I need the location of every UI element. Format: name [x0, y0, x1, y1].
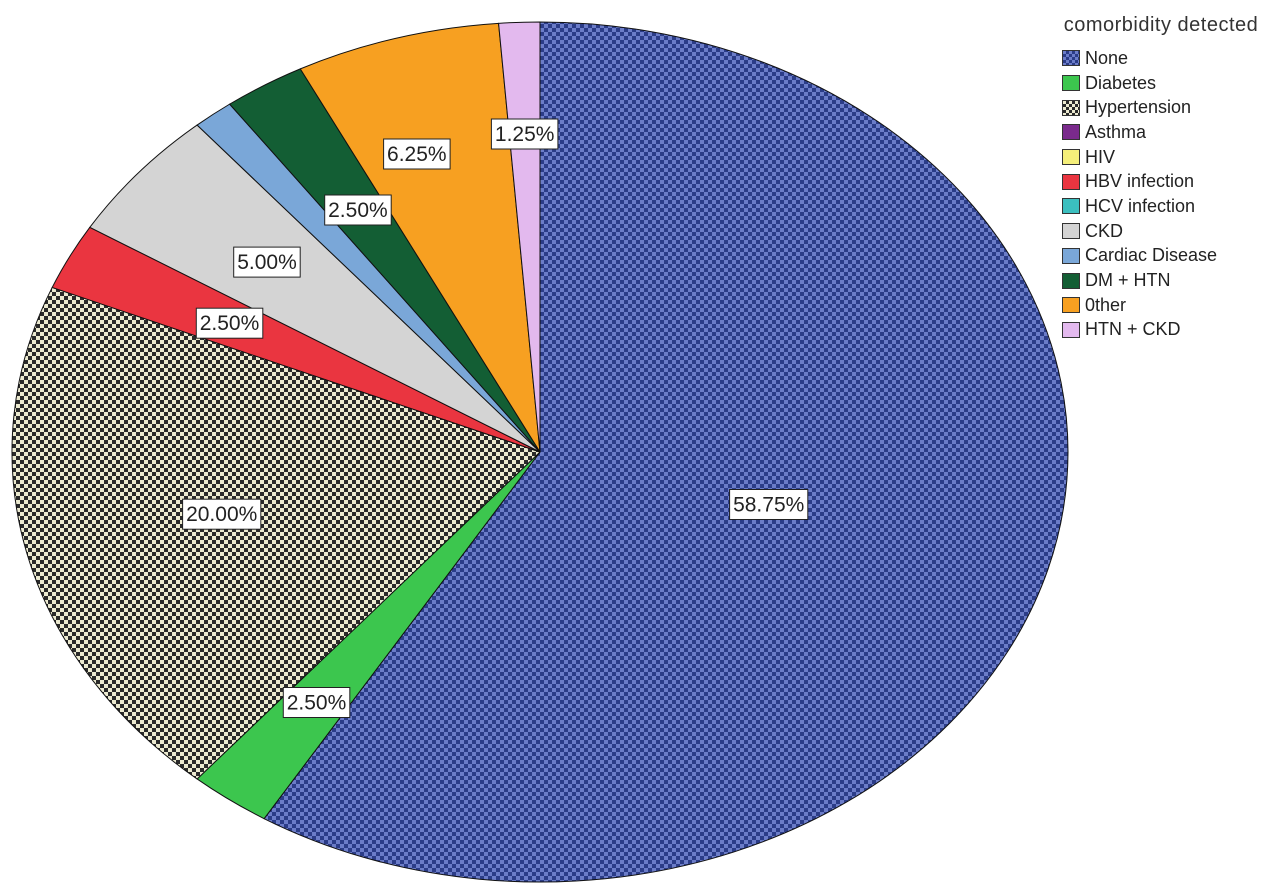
legend-swatch-asthma — [1062, 124, 1080, 140]
legend-swatch-0ther — [1062, 297, 1080, 313]
legend: comorbidity detected None Diabetes Hyperte… — [1062, 14, 1274, 342]
legend-swatch-none — [1062, 50, 1080, 66]
legend-swatch-hbv-infection — [1062, 174, 1080, 190]
legend-swatch-hypertension — [1062, 100, 1080, 116]
data-label-text-0ther: 6.25% — [387, 143, 447, 166]
data-label-none: 58.75% — [730, 490, 808, 520]
data-label-text-none: 58.75% — [733, 494, 804, 517]
legend-label-0ther: 0ther — [1085, 295, 1126, 316]
data-label-hypertension: 20.00% — [183, 499, 261, 529]
legend-label-hypertension: Hypertension — [1085, 97, 1191, 118]
data-label-text-ckd: 5.00% — [237, 251, 297, 274]
legend-item-dm-htn: DM + HTN — [1062, 268, 1274, 293]
legend-item-diabetes: Diabetes — [1062, 71, 1274, 96]
legend-item-hypertension: Hypertension — [1062, 95, 1274, 120]
legend-label-ckd: CKD — [1085, 221, 1123, 242]
data-label-text-htn-ckd: 1.25% — [495, 123, 555, 146]
legend-item-none: None — [1062, 46, 1274, 71]
legend-item-cardiac-disease: Cardiac Disease — [1062, 244, 1274, 269]
legend-item-htn-ckd: HTN + CKD — [1062, 318, 1274, 343]
legend-swatch-ckd — [1062, 223, 1080, 239]
data-label-hbv-infection: 2.50% — [196, 308, 262, 338]
data-label-text-diabetes: 2.50% — [287, 692, 347, 715]
legend-swatch-dm-htn — [1062, 273, 1080, 289]
legend-item-0ther: 0ther — [1062, 293, 1274, 318]
legend-label-diabetes: Diabetes — [1085, 73, 1156, 94]
legend-swatch-cardiac-disease — [1062, 248, 1080, 264]
legend-swatch-hcv-infection — [1062, 198, 1080, 214]
data-label-ckd: 5.00% — [234, 247, 301, 277]
legend-label-asthma: Asthma — [1085, 122, 1146, 143]
legend-item-hbv-infection: HBV infection — [1062, 169, 1274, 194]
legend-item-hcv-infection: HCV infection — [1062, 194, 1274, 219]
legend-label-dm-htn: DM + HTN — [1085, 270, 1171, 291]
legend-swatch-diabetes — [1062, 75, 1080, 91]
legend-label-hcv-infection: HCV infection — [1085, 196, 1195, 217]
legend-title: comorbidity detected — [1048, 14, 1274, 36]
data-label-dm-htn: 2.50% — [325, 195, 392, 225]
legend-item-hiv: HIV — [1062, 145, 1274, 170]
legend-swatch-hiv — [1062, 149, 1080, 165]
legend-item-ckd: CKD — [1062, 219, 1274, 244]
data-label-htn-ckd: 1.25% — [491, 119, 558, 149]
legend-label-hbv-infection: HBV infection — [1085, 171, 1194, 192]
data-label-diabetes: 2.50% — [283, 688, 350, 718]
pie-slices — [12, 22, 1068, 882]
legend-label-htn-ckd: HTN + CKD — [1085, 319, 1181, 340]
data-label-0ther: 6.25% — [384, 139, 451, 169]
legend-item-asthma: Asthma — [1062, 120, 1274, 145]
data-label-text-dm-htn: 2.50% — [328, 199, 388, 222]
legend-label-none: None — [1085, 48, 1128, 69]
data-label-text-hbv-infection: 2.50% — [200, 312, 260, 335]
legend-list: None Diabetes Hypertension Asthma HIV HBV inf… — [1062, 46, 1274, 342]
legend-swatch-htn-ckd — [1062, 322, 1080, 338]
legend-label-hiv: HIV — [1085, 147, 1115, 168]
data-label-text-hypertension: 20.00% — [186, 503, 257, 526]
legend-label-cardiac-disease: Cardiac Disease — [1085, 245, 1217, 266]
